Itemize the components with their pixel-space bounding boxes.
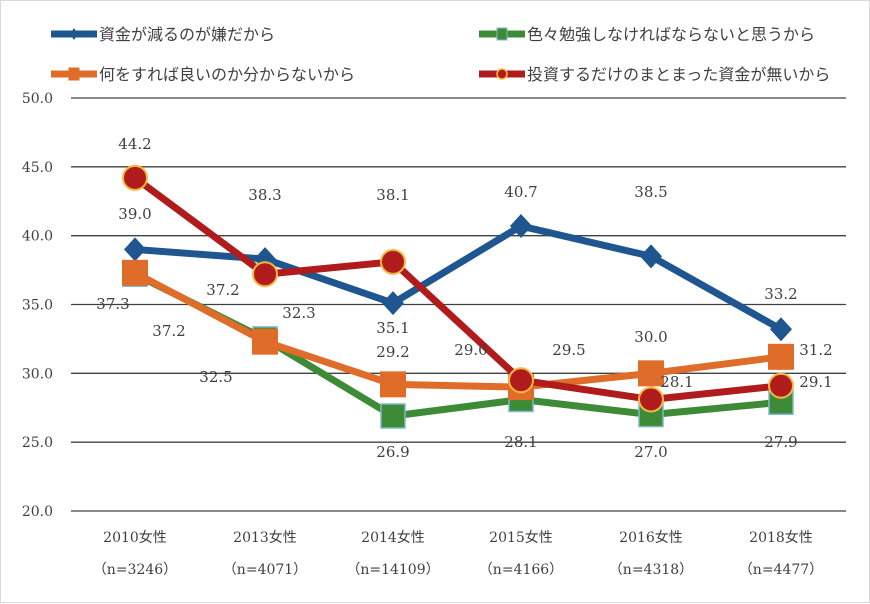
x-tick-label: 2018女性 (749, 529, 813, 546)
square-marker (380, 403, 406, 429)
legend-label: 何をすれば良いのか分からないから (99, 65, 355, 84)
x-tick-sublabel: （n=4166） (479, 562, 563, 578)
data-label: 29.2 (376, 343, 409, 361)
x-tick-label: 2016女性 (619, 529, 683, 546)
legend-item: 投資するだけのまとまった資金が無いから (479, 65, 830, 84)
circle-marker (768, 372, 794, 399)
data-label: 28.1 (660, 373, 693, 391)
data-label: 31.2 (799, 341, 832, 359)
x-tick-sublabel: （n=4318） (609, 562, 693, 578)
legend-item: 色々勉強しなければならないと思うから (479, 25, 815, 44)
diamond-icon (70, 28, 78, 40)
circle-icon (496, 68, 508, 80)
x-tick-label: 2014女性 (361, 529, 425, 546)
series-line (132, 175, 782, 403)
circle-marker (122, 164, 148, 191)
x-tick-sublabel: （n=14109） (346, 562, 439, 578)
circle-marker (252, 261, 278, 288)
square-marker (122, 259, 148, 286)
y-tick-label: 25.0 (22, 435, 53, 451)
data-label: 37.3 (96, 295, 129, 313)
circle-marker (638, 386, 664, 413)
diamond-marker (640, 244, 662, 269)
data-label: 26.9 (376, 443, 409, 461)
square-marker (638, 360, 664, 387)
square-icon (496, 27, 508, 41)
series-3 (122, 164, 794, 413)
legend-label: 資金が減るのが嫌だから (99, 25, 275, 44)
x-tick-sublabel: （n=4071） (223, 562, 307, 578)
data-label: 44.2 (118, 135, 151, 153)
x-tick-label: 2013女性 (233, 529, 297, 546)
data-label: 40.7 (504, 183, 537, 201)
legend-item: 何をすれば良いのか分からないから (51, 65, 355, 84)
data-label: 30.0 (634, 328, 667, 346)
data-label: 38.1 (376, 186, 409, 204)
series-line (133, 269, 782, 391)
legend-item: 資金が減るのが嫌だから (51, 25, 275, 44)
data-label: 39.0 (118, 205, 151, 223)
y-tick-label: 45.0 (22, 160, 53, 176)
diamond-marker (770, 317, 792, 342)
x-tick-label: 2015女性 (489, 529, 553, 546)
series-2 (122, 259, 794, 401)
y-tick-label: 35.0 (22, 298, 53, 314)
square-marker (380, 371, 406, 398)
y-tick-label: 40.0 (22, 229, 53, 245)
data-label: 29.5 (552, 341, 585, 359)
data-label: 27.9 (764, 433, 797, 451)
y-tick-label: 30.0 (22, 366, 53, 382)
square-marker (768, 343, 794, 370)
legend-label: 色々勉強しなければならないと思うから (527, 25, 815, 44)
x-tick-sublabel: （n=4477） (739, 562, 823, 578)
data-label: 38.3 (248, 186, 281, 204)
x-tick-sublabel: （n=3246） (93, 562, 177, 578)
data-label: 28.1 (504, 433, 537, 451)
data-label: 29.0 (454, 341, 487, 359)
data-label: 27.0 (634, 443, 667, 461)
data-label: 37.2 (152, 322, 185, 340)
data-label: 33.2 (764, 285, 797, 303)
diamond-marker (510, 214, 532, 239)
y-tick-label: 20.0 (22, 504, 53, 520)
data-label: 32.5 (199, 368, 232, 386)
square-marker (252, 328, 278, 355)
diamond-marker (124, 237, 146, 262)
data-label: 37.2 (206, 281, 239, 299)
legend-label: 投資するだけのまとまった資金が無いから (527, 65, 830, 84)
diamond-marker (382, 291, 404, 316)
y-tick-label: 50.0 (22, 91, 53, 107)
data-label: 38.5 (634, 183, 667, 201)
series-line (134, 222, 783, 333)
circle-marker (380, 248, 406, 275)
data-label: 29.1 (799, 373, 832, 391)
data-label: 35.1 (376, 319, 409, 337)
square-icon (68, 67, 80, 81)
x-tick-label: 2010女性 (103, 529, 167, 546)
data-label: 32.3 (282, 304, 315, 322)
circle-marker (508, 367, 534, 394)
